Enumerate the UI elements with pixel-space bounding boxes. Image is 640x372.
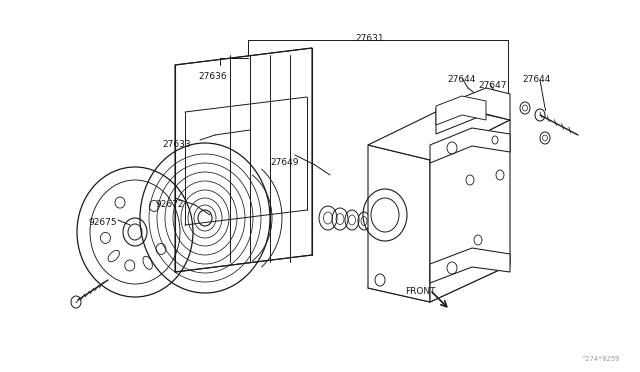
Polygon shape xyxy=(430,120,510,302)
Text: FRONT: FRONT xyxy=(405,286,435,295)
Text: 27644: 27644 xyxy=(447,75,476,84)
Polygon shape xyxy=(436,88,510,134)
Polygon shape xyxy=(368,106,510,160)
Text: 27633: 27633 xyxy=(162,140,191,149)
Text: 27647: 27647 xyxy=(478,81,506,90)
Polygon shape xyxy=(430,128,510,163)
Polygon shape xyxy=(436,96,486,125)
Text: 92675: 92675 xyxy=(88,218,116,227)
Text: 92672: 92672 xyxy=(155,200,184,209)
Polygon shape xyxy=(175,48,312,272)
Polygon shape xyxy=(368,252,510,302)
Text: 27644: 27644 xyxy=(522,75,550,84)
Polygon shape xyxy=(430,248,510,283)
Polygon shape xyxy=(368,145,430,302)
Text: 27636: 27636 xyxy=(198,72,227,81)
Text: 27631: 27631 xyxy=(355,34,383,43)
Text: ^274*0259: ^274*0259 xyxy=(582,356,620,362)
Text: 27649: 27649 xyxy=(270,158,298,167)
